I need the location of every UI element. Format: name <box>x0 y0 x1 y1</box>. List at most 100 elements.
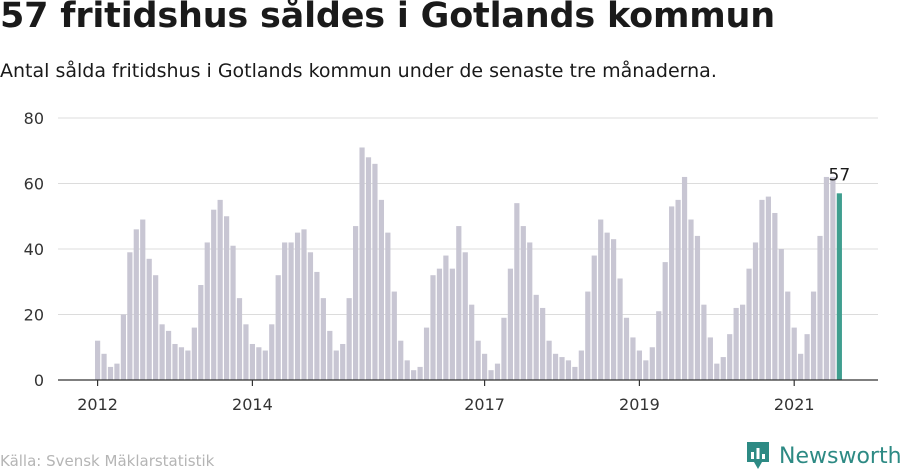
bar <box>623 317 630 380</box>
bar <box>759 199 765 381</box>
bar <box>423 327 430 380</box>
bar <box>159 324 165 380</box>
bar <box>733 307 739 380</box>
x-tick-label: 2021 <box>774 395 815 414</box>
bar <box>385 232 391 381</box>
bar <box>746 268 752 380</box>
bar <box>443 255 449 380</box>
bar <box>404 360 410 380</box>
bar <box>507 268 513 380</box>
bar <box>353 226 359 380</box>
bar <box>449 268 455 380</box>
bar <box>694 235 701 380</box>
bar <box>456 226 462 380</box>
bar <box>823 176 830 380</box>
bar <box>269 324 275 380</box>
bar <box>546 340 552 380</box>
bar <box>533 294 539 380</box>
bar <box>365 157 372 380</box>
bar <box>810 291 817 380</box>
source-note: Källa: Svensk Mäklarstatistik <box>0 452 215 470</box>
bar <box>688 219 694 380</box>
bar <box>320 298 326 381</box>
bar <box>604 232 610 381</box>
bar <box>165 330 172 381</box>
bar <box>752 242 759 380</box>
bar <box>714 363 720 381</box>
bar <box>514 203 520 380</box>
bar <box>475 340 481 380</box>
newsworthy-logo-icon <box>747 442 769 469</box>
bar <box>669 206 675 380</box>
bar <box>804 334 810 380</box>
chart-subtitle: Antal sålda fritidshus i Gotlands kommun… <box>0 60 717 82</box>
bar <box>469 304 475 380</box>
bar <box>211 209 217 380</box>
bar <box>778 249 784 380</box>
bar <box>798 353 804 380</box>
x-axis: 2012 2014 2017 2019 2021 <box>58 379 878 414</box>
bar <box>482 353 488 380</box>
bar <box>346 298 352 381</box>
bar <box>114 363 120 381</box>
y-tick-label: 20 <box>24 306 44 325</box>
bar <box>727 334 733 380</box>
y-tick-label: 80 <box>24 109 44 128</box>
bar <box>294 232 301 381</box>
bar <box>146 258 152 380</box>
bar <box>372 163 378 380</box>
bar <box>436 268 443 380</box>
bar <box>675 199 681 381</box>
bar <box>785 291 791 380</box>
bar <box>611 239 617 380</box>
x-tick-label: 2019 <box>619 395 660 414</box>
bar <box>656 311 662 380</box>
bar <box>256 347 262 380</box>
bar <box>236 298 243 381</box>
bar <box>140 219 146 380</box>
bar <box>765 196 771 380</box>
bar <box>411 370 417 380</box>
bar <box>262 350 268 380</box>
bar <box>552 353 559 380</box>
bar <box>224 216 230 380</box>
bar <box>282 242 288 380</box>
x-tick-label: 2017 <box>464 395 505 414</box>
bar <box>314 271 320 380</box>
bar <box>301 229 307 380</box>
bar <box>527 242 533 380</box>
bar <box>133 229 139 380</box>
y-tick-label: 40 <box>24 240 44 259</box>
bar <box>107 366 114 380</box>
bar-highlight <box>836 193 842 380</box>
bar <box>153 275 159 380</box>
bar <box>501 317 507 380</box>
bar <box>462 252 468 380</box>
bar <box>636 350 642 380</box>
bar <box>630 337 636 380</box>
bar <box>288 242 294 380</box>
brand-name: Newsworthy <box>779 443 900 469</box>
bar <box>198 285 204 380</box>
bar <box>398 340 404 380</box>
bar <box>572 366 578 380</box>
bar <box>95 340 101 380</box>
bar <box>598 219 604 380</box>
bar <box>378 199 384 381</box>
bar <box>830 176 836 380</box>
bar <box>120 314 126 380</box>
brand-logo: Newsworthy <box>745 440 900 472</box>
bar <box>430 275 436 380</box>
bar <box>578 350 584 380</box>
bar <box>178 347 185 380</box>
bar <box>217 199 223 381</box>
bar <box>643 360 649 380</box>
bar <box>791 327 797 380</box>
y-tick-label: 60 <box>24 175 44 194</box>
bar <box>585 291 591 380</box>
highlight-value-label: 57 <box>829 165 851 185</box>
bars <box>95 147 842 381</box>
bar <box>249 343 255 380</box>
bar <box>172 343 178 380</box>
